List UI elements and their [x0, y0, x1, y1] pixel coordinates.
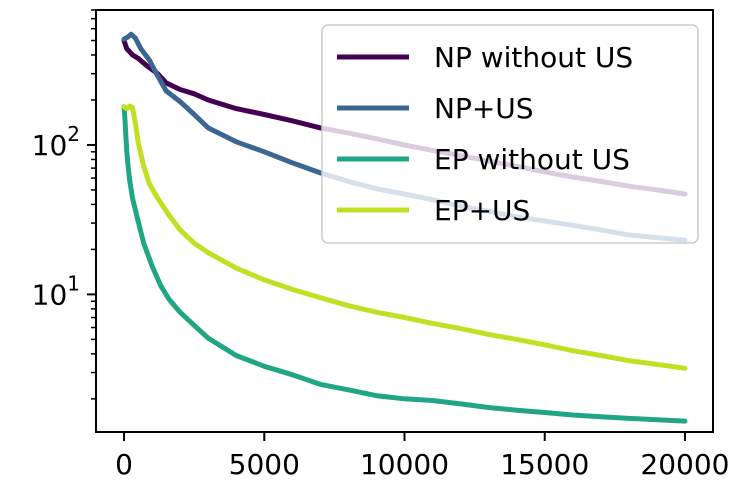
- series-line-2: [121, 104, 688, 424]
- y-tick-label: 101: [32, 271, 80, 311]
- legend-label-3: EP+US: [434, 194, 530, 227]
- y-axis: 101 102: [32, 122, 96, 311]
- legend-label-1: NP+US: [434, 92, 534, 125]
- x-tick-label: 15000: [500, 448, 589, 481]
- x-tick-label: 0: [115, 448, 133, 481]
- legend-box: [321, 24, 699, 244]
- legend-label-0: NP without US: [434, 41, 633, 74]
- x-tick-label: 5000: [229, 448, 300, 481]
- x-axis: 0 5000 10000 15000 20000: [115, 432, 729, 481]
- y-tick-label: 102: [32, 122, 80, 162]
- x-tick-label: 20000: [640, 448, 729, 481]
- legend-label-2: EP without US: [434, 143, 630, 176]
- minor-ticks: [91, 9, 96, 400]
- legend: NP without US NP+US EP without US EP+US: [321, 24, 699, 244]
- series-line-3: [121, 103, 688, 371]
- x-tick-label: 10000: [360, 448, 449, 481]
